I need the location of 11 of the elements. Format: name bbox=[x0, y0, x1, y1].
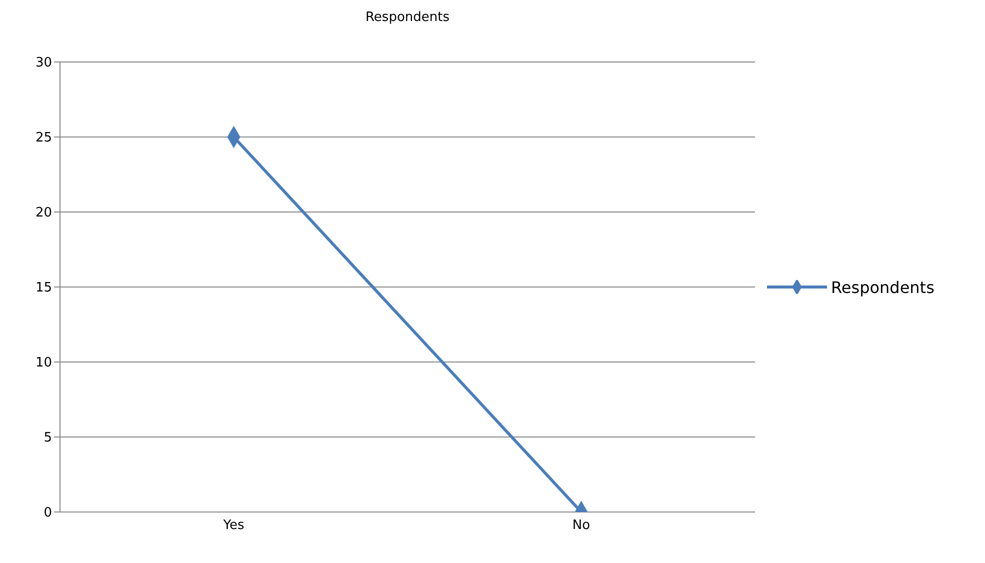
legend-label: Respondents bbox=[831, 278, 934, 296]
y-tick-label: 5 bbox=[44, 430, 52, 446]
y-tick-label: 25 bbox=[35, 130, 52, 146]
y-tick-label: 10 bbox=[35, 356, 52, 371]
y-tick-label: 30 bbox=[35, 56, 52, 71]
x-tick-label: No bbox=[572, 518, 590, 534]
y-tick-label: 0 bbox=[44, 506, 52, 521]
y-tick-label: 20 bbox=[35, 206, 52, 221]
x-tick-label: Yes bbox=[222, 518, 244, 534]
y-tick-label: 15 bbox=[35, 280, 52, 296]
chart-title: Respondents bbox=[364, 10, 451, 25]
